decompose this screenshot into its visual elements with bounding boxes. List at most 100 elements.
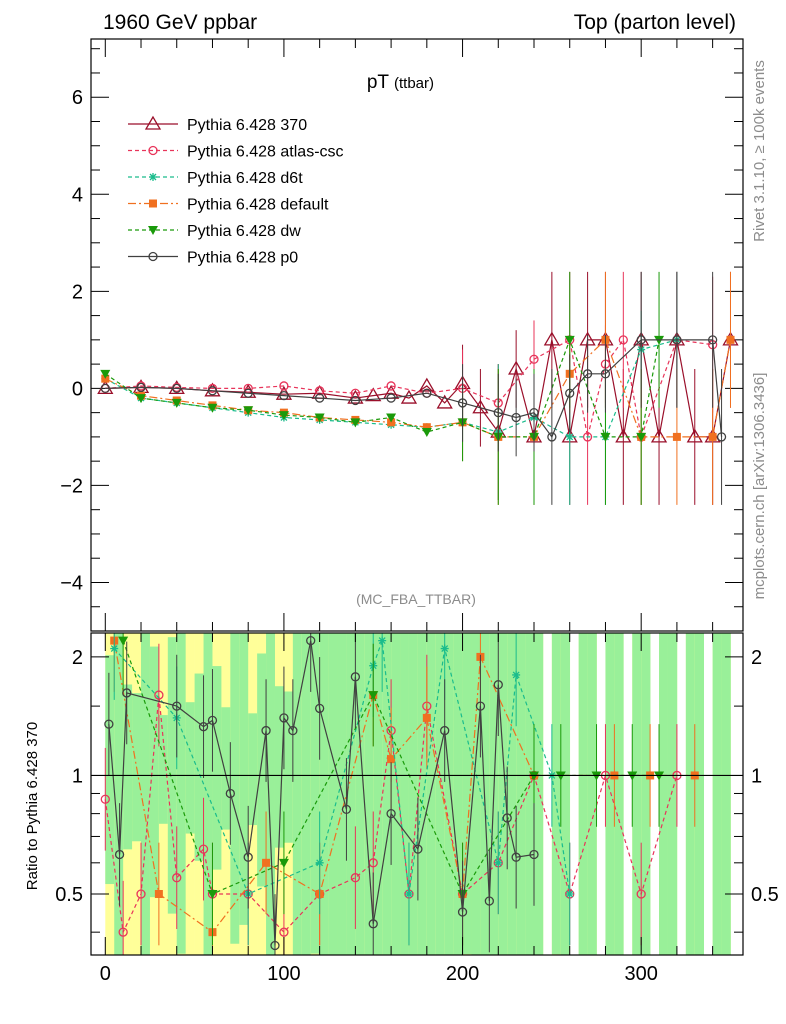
ratio-band-green <box>310 633 320 954</box>
ratio-point-def <box>262 858 271 867</box>
ratio-xtick-label: 200 <box>446 963 479 985</box>
point-p370 <box>382 384 400 399</box>
ratio-point-p0 <box>493 680 503 690</box>
ratio-ytick-label-right: 2 <box>751 647 762 669</box>
ratio-band-green <box>364 633 374 955</box>
point-p0 <box>636 335 646 345</box>
point-atlas <box>582 432 593 442</box>
ratio-band-green <box>444 633 454 955</box>
ratio-band-green <box>346 633 356 955</box>
ratio-point-p0 <box>243 852 253 862</box>
ratio-panel: 0.5 0.5 1 1 2 2 0 100 200 300 Ratio to Pythia 6.4… <box>24 632 779 985</box>
ratio-point-p0 <box>207 715 218 726</box>
header-process-label: Top (parton level) <box>574 11 736 34</box>
legend-marker-def <box>149 199 157 208</box>
ratio-band-green <box>176 633 186 954</box>
ratio-band-green <box>712 633 722 955</box>
ratio-point-p0 <box>529 849 539 860</box>
series-atlas <box>100 271 718 505</box>
point-p0 <box>172 383 182 394</box>
ratio-point-atlas <box>172 873 182 883</box>
point-p0 <box>279 391 289 401</box>
point-p370 <box>400 389 418 404</box>
ratio-band-green <box>525 633 535 955</box>
point-dw <box>636 432 647 442</box>
header-energy-label: 1960 GeV ppbar <box>103 11 257 34</box>
ratio-point-dw <box>207 889 218 899</box>
ratio-band-green <box>721 633 731 955</box>
ratio-plot-frame <box>90 632 744 956</box>
ratio-series-group <box>100 633 699 955</box>
ratio-band-green <box>274 686 285 848</box>
ratio-point-p0 <box>440 725 450 736</box>
point-p370 <box>347 389 364 404</box>
ratio-band-green <box>417 633 428 955</box>
ratio-point-p0 <box>511 852 521 862</box>
ratio-band-green <box>659 633 669 955</box>
ratio-point-p0 <box>413 844 423 854</box>
legend-entry-dw: Pythia 6.428 dw <box>187 223 301 240</box>
ratio-band-green <box>641 633 651 955</box>
point-dw <box>171 398 182 408</box>
ratio-point-atlas <box>350 873 361 883</box>
ratio-band-green <box>453 633 463 955</box>
point-p0 <box>422 388 432 398</box>
ratio-point-dw <box>118 636 129 646</box>
ratio-band-green <box>328 633 338 955</box>
point-p0 <box>565 388 575 398</box>
main-panel: −4 −2 0 2 4 6 pT (ttbar) (MC_FBA_TTBAR) Pythi… <box>60 38 744 632</box>
point-p0 <box>100 383 110 394</box>
ratio-band-green <box>301 633 312 955</box>
ratio-line-d6t <box>113 640 571 895</box>
series-line-d6t <box>105 339 678 438</box>
legend-entry-def: Pythia 6.428 default <box>187 197 329 214</box>
main-ytick-label: 0 <box>72 378 83 400</box>
ratio-point-p0 <box>104 719 114 729</box>
series-line-p0 <box>105 339 723 439</box>
ratio-band-green <box>632 633 642 955</box>
ratio-band-green <box>114 633 124 955</box>
point-p0 <box>386 393 396 403</box>
point-p0 <box>493 407 503 418</box>
point-def <box>726 335 735 344</box>
ratio-xtick-label: 100 <box>267 963 300 985</box>
ratio-point-def <box>422 713 431 722</box>
ratio-point-p0 <box>270 940 280 951</box>
ratio-band-green <box>551 633 562 955</box>
point-dw <box>100 369 111 379</box>
legend: Pythia 6.428 370 Pythia 6.428 atlas-csc Py… <box>128 115 344 267</box>
ratio-point-p0 <box>314 703 325 714</box>
ratio-band-green <box>462 633 472 955</box>
point-p0 <box>207 386 218 396</box>
ratio-point-p0 <box>368 919 378 929</box>
ratio-point-dw <box>368 691 379 701</box>
ratio-band-green <box>391 633 401 955</box>
point-p370 <box>240 383 257 398</box>
point-p370 <box>418 377 435 392</box>
series-p0 <box>100 271 727 505</box>
point-atlas <box>386 381 396 391</box>
point-p0 <box>511 412 521 423</box>
ratio-point-p0 <box>279 713 289 723</box>
ratio-band-green <box>498 633 508 955</box>
ratio-band-green <box>319 633 329 955</box>
ratio-band-green <box>516 633 526 955</box>
legend-entry-p0: Pythia 6.428 p0 <box>187 250 298 267</box>
ratio-band-green <box>400 633 410 955</box>
point-p370 <box>436 394 453 409</box>
ratio-band-green <box>248 713 258 826</box>
ratio-point-p0 <box>502 813 512 823</box>
main-plot-frame <box>90 38 744 632</box>
ratio-point-p0 <box>457 907 468 917</box>
ratio-band-green <box>141 633 151 955</box>
ratio-point-atlas <box>279 927 289 937</box>
ratio-point-atlas <box>198 844 209 854</box>
ratio-point-dw <box>278 858 289 868</box>
ratio-band-green <box>578 633 588 955</box>
ratio-band-green <box>221 707 231 830</box>
point-p0 <box>582 369 593 379</box>
ratio-point-p0 <box>475 701 486 711</box>
point-atlas <box>618 335 628 345</box>
point-dw <box>243 406 254 416</box>
ratio-point-p0 <box>306 635 316 646</box>
